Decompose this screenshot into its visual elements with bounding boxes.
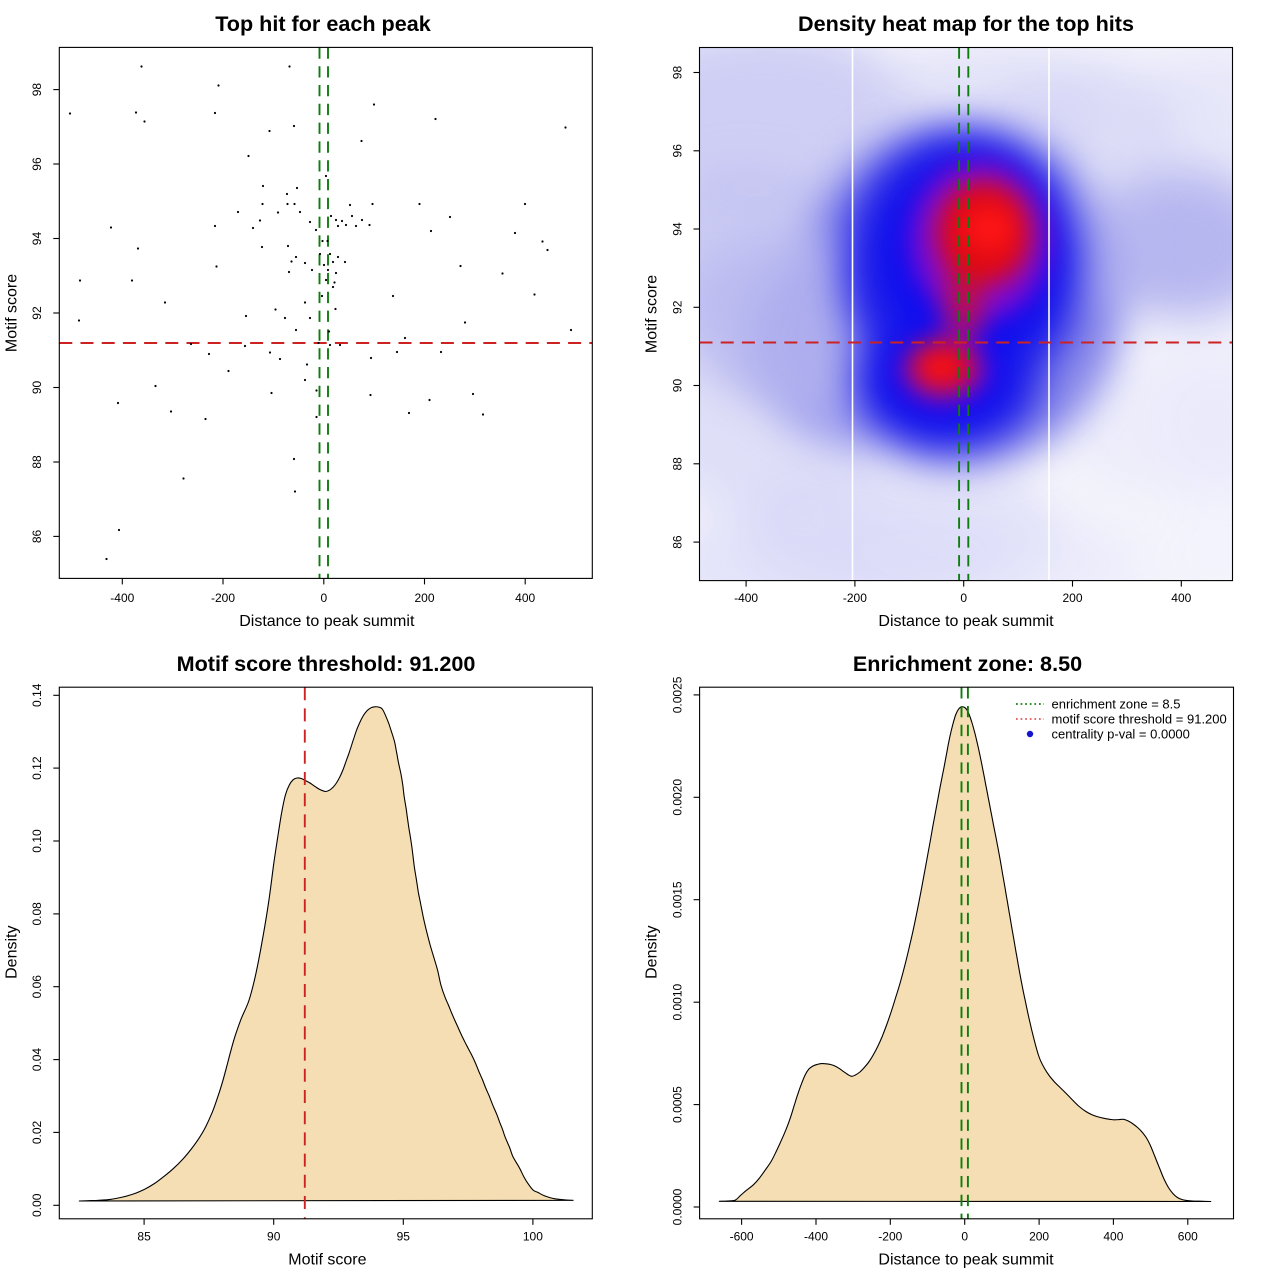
svg-text:400: 400 [1171, 591, 1191, 605]
svg-text:0.12: 0.12 [30, 756, 44, 780]
svg-text:92: 92 [30, 306, 44, 320]
svg-text:0.0000: 0.0000 [671, 1188, 685, 1225]
svg-text:-200: -200 [843, 591, 867, 605]
svg-text:motif score threshold = 91.200: motif score threshold = 91.200 [1052, 712, 1227, 727]
svg-text:98: 98 [30, 83, 44, 97]
svg-text:88: 88 [30, 455, 44, 469]
svg-text:98: 98 [671, 66, 685, 80]
svg-text:Motif score: Motif score [288, 1252, 366, 1269]
svg-text:95: 95 [397, 1230, 411, 1244]
svg-text:-600: -600 [730, 1230, 754, 1244]
svg-text:Top hit for each peak: Top hit for each peak [215, 11, 432, 36]
svg-text:400: 400 [515, 591, 535, 605]
svg-text:86: 86 [671, 535, 685, 549]
svg-text:Motif score threshold: 91.200: Motif score threshold: 91.200 [177, 651, 476, 676]
svg-text:enrichment zone = 8.5: enrichment zone = 8.5 [1052, 697, 1181, 712]
svg-text:0.0010: 0.0010 [671, 983, 685, 1020]
svg-text:centrality p-val = 0.0000: centrality p-val = 0.0000 [1052, 727, 1190, 742]
svg-text:600: 600 [1178, 1230, 1198, 1244]
svg-text:-200: -200 [878, 1230, 902, 1244]
svg-text:Density: Density [4, 926, 21, 979]
svg-text:0.00: 0.00 [30, 1193, 44, 1217]
svg-text:0: 0 [320, 591, 327, 605]
svg-text:0.08: 0.08 [30, 902, 44, 926]
svg-text:Motif score: Motif score [4, 274, 21, 352]
svg-text:Motif score: Motif score [644, 275, 661, 353]
svg-text:0.02: 0.02 [30, 1120, 44, 1144]
svg-text:0.14: 0.14 [30, 683, 44, 707]
svg-text:Density: Density [644, 926, 661, 979]
svg-text:90: 90 [670, 379, 684, 393]
svg-text:88: 88 [671, 457, 685, 471]
svg-text:0.0020: 0.0020 [670, 779, 684, 816]
svg-text:-200: -200 [211, 591, 235, 605]
svg-text:96: 96 [671, 144, 685, 158]
svg-text:90: 90 [267, 1230, 281, 1244]
svg-text:400: 400 [1103, 1230, 1123, 1244]
svg-text:Distance to peak summit: Distance to peak summit [878, 1252, 1054, 1269]
svg-text:85: 85 [137, 1230, 151, 1244]
svg-text:-400: -400 [110, 591, 134, 605]
svg-text:94: 94 [30, 232, 44, 246]
svg-text:0.10: 0.10 [30, 829, 44, 853]
svg-text:0: 0 [960, 591, 967, 605]
svg-text:0.0025: 0.0025 [671, 676, 685, 713]
svg-text:0: 0 [961, 1230, 968, 1244]
svg-text:0.0015: 0.0015 [670, 881, 684, 918]
svg-text:Density heat map for the top h: Density heat map for the top hits [798, 11, 1134, 36]
svg-text:Enrichment zone: 8.50: Enrichment zone: 8.50 [853, 651, 1082, 676]
svg-text:200: 200 [414, 591, 434, 605]
svg-text:200: 200 [1029, 1230, 1049, 1244]
svg-text:Distance to peak summit: Distance to peak summit [878, 613, 1054, 630]
svg-text:Distance to peak summit: Distance to peak summit [239, 613, 415, 630]
svg-text:0.0005: 0.0005 [671, 1086, 685, 1123]
svg-text:92: 92 [671, 300, 685, 314]
svg-text:-400: -400 [734, 591, 758, 605]
svg-text:100: 100 [523, 1230, 543, 1244]
svg-text:96: 96 [30, 157, 44, 171]
svg-text:86: 86 [30, 529, 44, 543]
svg-text:200: 200 [1062, 591, 1082, 605]
svg-text:0.04: 0.04 [30, 1048, 44, 1072]
svg-text:94: 94 [670, 222, 684, 236]
svg-text:90: 90 [30, 380, 44, 394]
svg-text:-400: -400 [804, 1230, 828, 1244]
svg-text:0.06: 0.06 [30, 975, 44, 999]
